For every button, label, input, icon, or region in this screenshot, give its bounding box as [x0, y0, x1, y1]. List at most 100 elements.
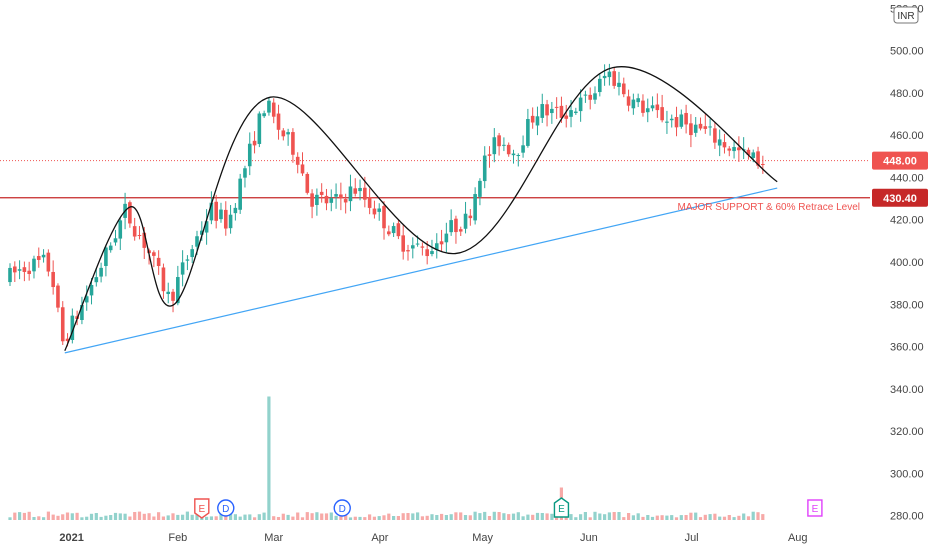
volume-bar: [185, 511, 189, 520]
candle-body: [420, 246, 425, 248]
event-marker-d[interactable]: D: [333, 499, 351, 517]
volume-bar: [588, 517, 592, 520]
candle-body: [367, 197, 372, 208]
candle-body: [626, 96, 631, 106]
support-trendline: [64, 187, 778, 354]
candle: [219, 202, 223, 223]
volume-bar: [363, 517, 367, 520]
volume-bar: [334, 515, 338, 520]
volume-bar: [42, 517, 46, 520]
volume-bar: [526, 514, 530, 520]
candle: [310, 189, 314, 219]
event-marker-e[interactable]: E: [807, 499, 823, 517]
volume-bar: [713, 513, 717, 520]
candle-body: [583, 94, 588, 96]
candle: [104, 244, 108, 277]
candle-body: [257, 113, 262, 144]
candle: [732, 140, 736, 159]
volume-bar: [61, 514, 65, 520]
candle: [32, 255, 36, 279]
candle-body: [209, 202, 214, 221]
volume-bar: [320, 513, 324, 520]
price-label-tag: 448.00: [872, 151, 928, 170]
candle-body: [204, 221, 209, 233]
candle-body: [247, 143, 252, 167]
volume-bar: [665, 515, 669, 520]
candle: [526, 108, 530, 148]
candle-body: [89, 284, 94, 296]
volume-bar: [473, 511, 477, 520]
candle: [329, 189, 334, 212]
volume-bar: [358, 516, 362, 520]
volume-bar: [113, 512, 118, 520]
candle-body: [636, 98, 640, 103]
candle: [382, 201, 386, 240]
y-tick-label: 300.00: [890, 468, 924, 480]
volume-bar: [689, 512, 693, 520]
candle: [324, 188, 329, 211]
candle-body: [238, 178, 242, 210]
volume-bar: [161, 516, 165, 520]
event-marker-e[interactable]: E: [553, 497, 570, 518]
candle: [166, 282, 171, 304]
candle: [156, 250, 161, 275]
volume-bar: [545, 513, 549, 520]
volume-bar: [531, 514, 535, 520]
candle-body: [535, 116, 540, 126]
candle: [621, 77, 626, 98]
candle-body: [329, 198, 334, 203]
x-axis[interactable]: 2021 Feb Mar Apr May Jun Jul Aug: [0, 526, 932, 550]
volume-bar: [660, 515, 664, 520]
y-tick-label: 480.00: [890, 88, 924, 100]
candle: [588, 87, 593, 110]
candle: [679, 109, 684, 129]
event-marker-d[interactable]: D: [217, 499, 235, 517]
y-axis[interactable]: 280.00 300.00 320.00 340.00 360.00 380.00 400.…: [870, 0, 932, 550]
volume-bar: [257, 514, 261, 520]
currency-label: INR: [897, 11, 914, 22]
volume-bar: [483, 511, 487, 520]
candle-body: [60, 307, 65, 342]
candle: [617, 71, 621, 96]
currency-badge[interactable]: INR: [893, 6, 919, 24]
candle-body: [444, 233, 449, 243]
y-tick-label: 340.00: [890, 384, 924, 396]
candle-body: [262, 113, 266, 117]
candle-body: [669, 118, 674, 121]
volume-bar: [420, 516, 424, 520]
candle: [717, 129, 722, 157]
event-marker-e[interactable]: E: [194, 498, 210, 519]
volume-bar: [631, 515, 635, 520]
candle-body: [228, 214, 233, 229]
candle: [94, 267, 99, 287]
candle-body: [286, 132, 290, 135]
volume-bar: [679, 515, 683, 520]
volume-bar: [382, 515, 386, 520]
candle-body: [569, 110, 573, 117]
volume-bar: [598, 513, 602, 520]
candle-body: [732, 147, 736, 152]
candle-body: [540, 104, 545, 118]
candle: [612, 67, 616, 89]
x-tick-label: 2021: [59, 532, 83, 544]
candle-body: [598, 78, 602, 93]
volume-bar: [65, 512, 70, 520]
candle-body: [502, 144, 506, 146]
volume-bar: [51, 514, 55, 520]
dividend-icon: [333, 499, 351, 517]
candle: [655, 93, 660, 118]
volume-bar: [377, 516, 381, 520]
y-axis-panel: [870, 0, 932, 550]
candle-body: [65, 338, 70, 342]
volume-bar: [569, 514, 573, 520]
volume-bar: [516, 512, 520, 520]
candle-body: [746, 149, 751, 155]
candle-body: [190, 249, 195, 258]
candle-body: [410, 245, 415, 249]
candle: [281, 128, 286, 141]
candle-body: [717, 139, 722, 146]
candle: [56, 283, 60, 313]
volume-bar: [243, 514, 247, 520]
